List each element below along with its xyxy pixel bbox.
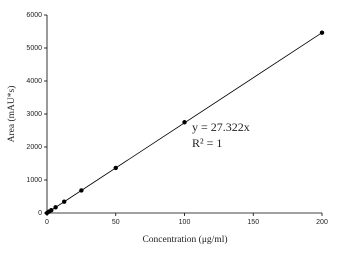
x-tick-label: 200 [316, 219, 328, 226]
y-tick-label: 4000 [26, 78, 42, 85]
y-tick-label: 6000 [26, 12, 42, 19]
y-tick-label: 1000 [26, 177, 42, 184]
y-tick-label: 5000 [26, 45, 42, 52]
y-tick-label: 0 [38, 210, 42, 217]
equation: y = 27.322x [192, 120, 250, 134]
point [113, 165, 118, 171]
x-tick-label: 100 [179, 219, 191, 226]
point [319, 30, 325, 35]
r-squared: R² = 1 [192, 136, 222, 150]
x-axis-label: Concentration (μg/ml) [142, 234, 227, 245]
y-tick-label: 3000 [26, 111, 42, 118]
point [182, 120, 187, 125]
y-tick-label: 2000 [26, 144, 42, 151]
point [61, 199, 67, 204]
x-tick-label: 0 [45, 219, 49, 226]
point [53, 205, 58, 210]
x-tick-label: 150 [247, 219, 259, 226]
y-axis-label: Area (mAU*s) [6, 86, 17, 143]
point [49, 207, 54, 213]
x-tick-label: 50 [112, 219, 120, 226]
point [79, 188, 84, 193]
